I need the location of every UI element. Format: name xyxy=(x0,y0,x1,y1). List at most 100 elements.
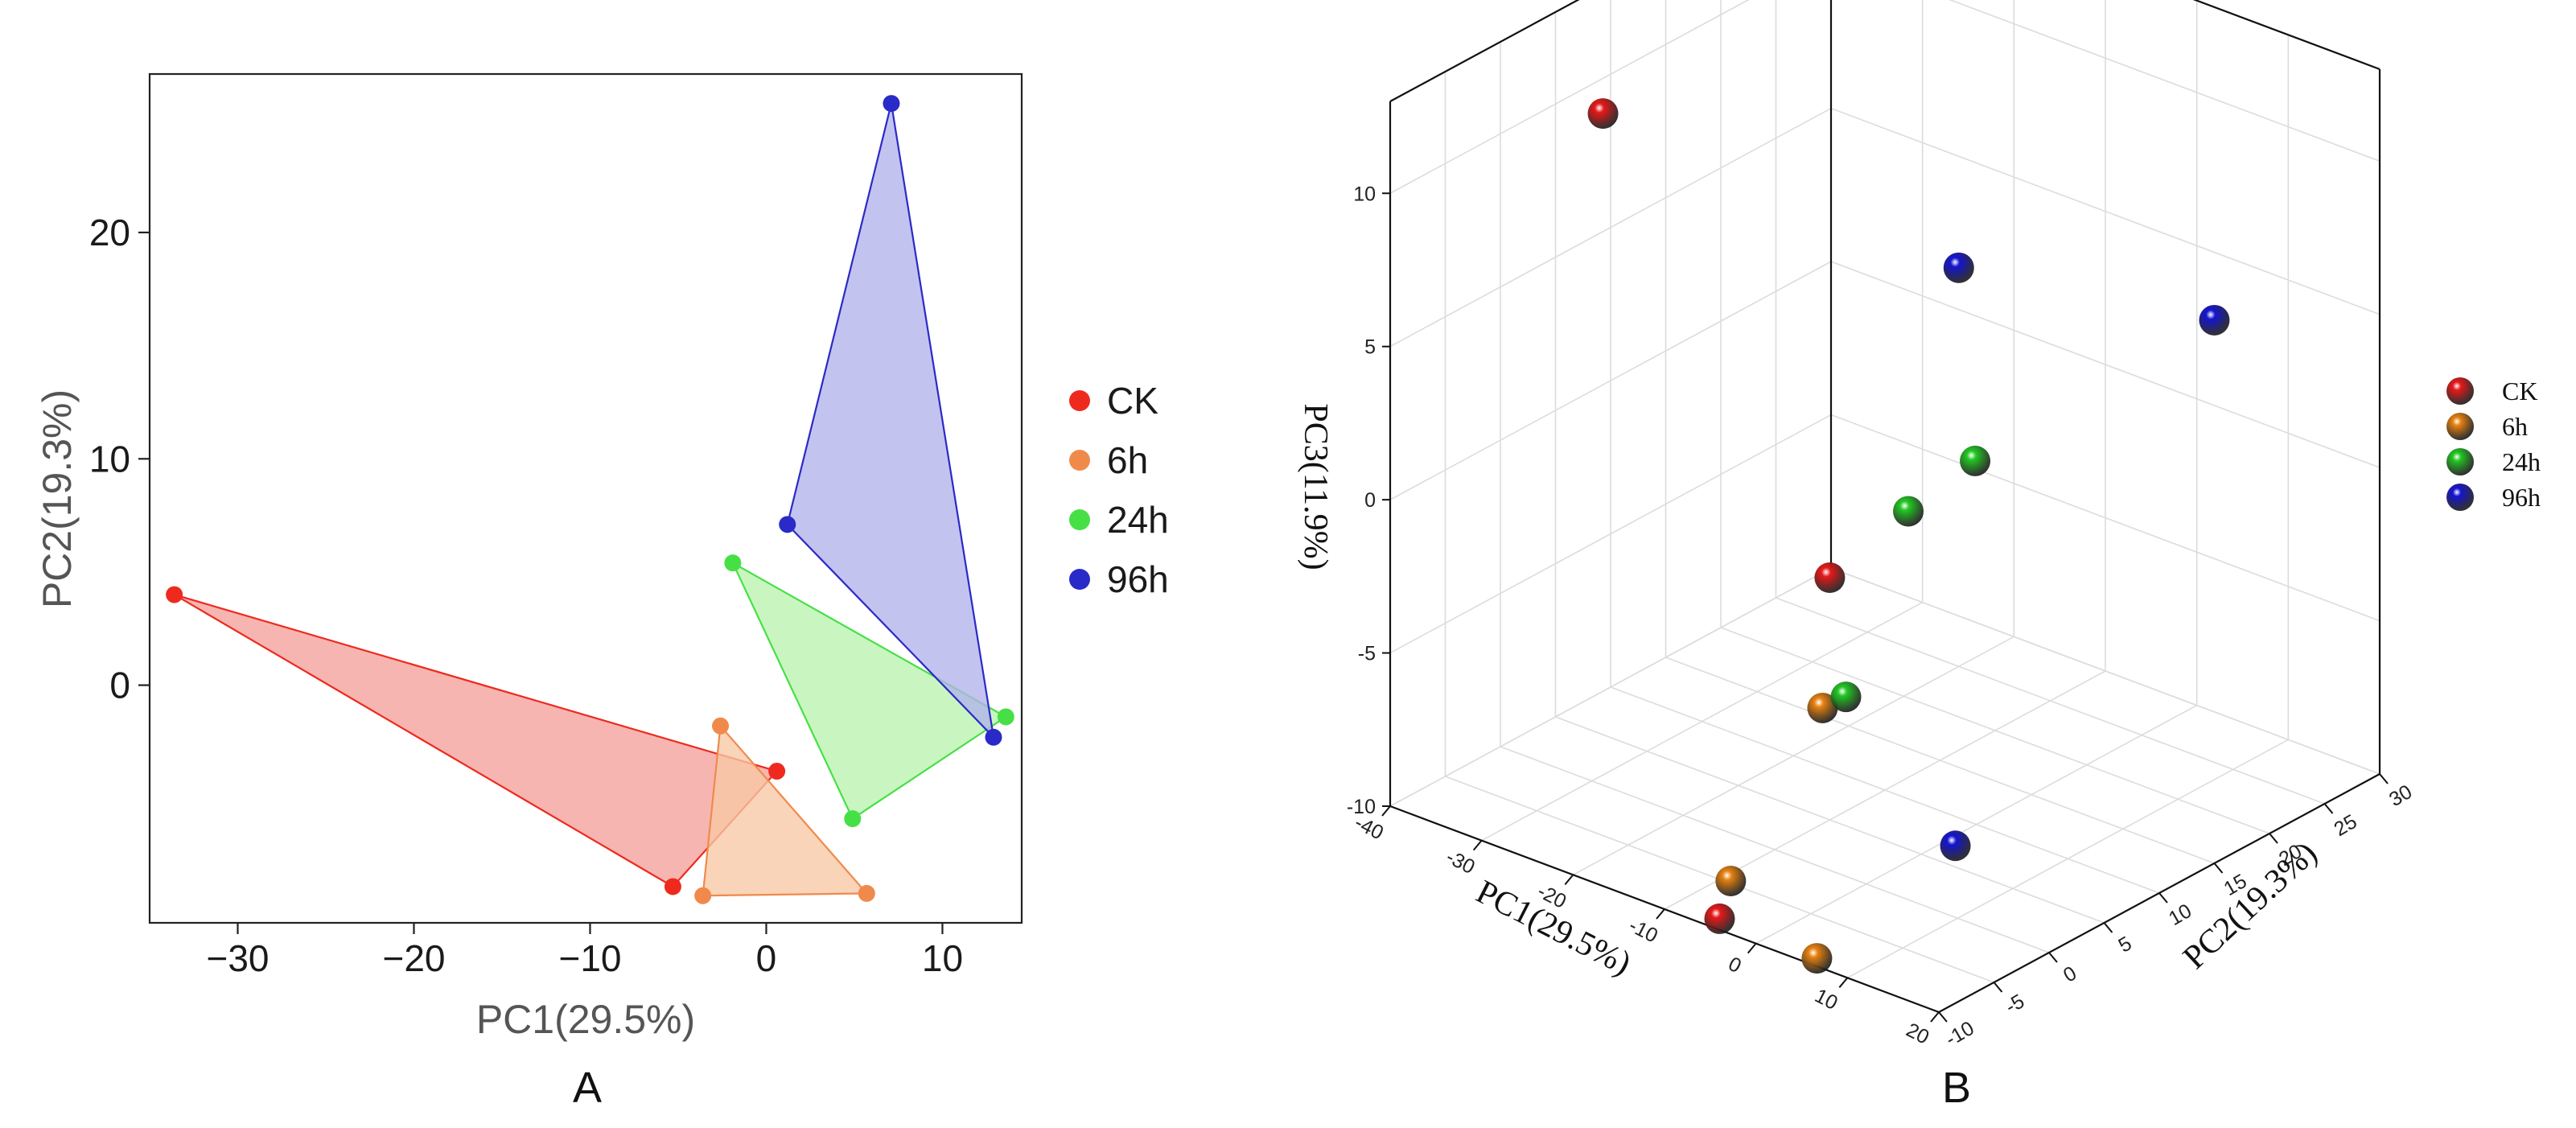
sphere-24h-2 xyxy=(1960,445,1991,476)
legend-label-ck: CK xyxy=(1107,380,1158,422)
legend-label-96h: 96h xyxy=(2502,483,2541,512)
y-axis-label: PC2(19.3%) xyxy=(35,389,80,608)
back-wall-gridline xyxy=(1830,261,2381,468)
back-wall-gridline xyxy=(1830,107,2381,315)
legend-marker-24h xyxy=(2446,448,2474,475)
floor-gridline xyxy=(1776,597,2325,805)
floor-gridline xyxy=(1665,657,2215,864)
floor-gridline xyxy=(1610,686,2160,894)
pc2-tick-mark xyxy=(2103,922,2113,933)
pc1-tick-label: 10 xyxy=(1811,984,1841,1015)
data-points xyxy=(166,95,1014,904)
top-edge xyxy=(2192,0,2381,71)
pc3-tick-label: 0 xyxy=(1364,489,1376,512)
back-wall-gridline xyxy=(1830,567,2381,775)
side-wall-gridline xyxy=(1389,107,1832,348)
sphere-24h-1 xyxy=(1893,496,1924,527)
legend-label-24h: 24h xyxy=(1107,499,1169,541)
panel-label-b: B xyxy=(1942,1064,1971,1112)
pc2-tick-mark xyxy=(2048,952,2058,963)
point-ck-1 xyxy=(166,586,183,603)
y-axis-ticks: 0 10 20 xyxy=(89,212,150,706)
y-tick-label: 10 xyxy=(89,438,130,480)
pc2-axis-label: PC2(19.3%) xyxy=(2176,834,2324,976)
point-6h-2 xyxy=(858,884,875,902)
hull-6h xyxy=(702,723,869,897)
legend-marker-ck xyxy=(2446,377,2474,405)
legend-label-6h: 6h xyxy=(1107,439,1148,481)
pc3-tick-label: -5 xyxy=(1358,643,1376,665)
pc2-tick-mark xyxy=(1938,1011,1948,1023)
legend-label-ck: CK xyxy=(2502,377,2537,406)
y-tick-label: 20 xyxy=(89,212,130,253)
pc1-tick-label: -10 xyxy=(1625,914,1661,947)
pc2-tick-mark xyxy=(2379,773,2389,784)
point-6h-3 xyxy=(694,887,712,904)
sphere-6h-3 xyxy=(1801,943,1833,974)
y-tick-label: 0 xyxy=(109,665,130,706)
pca-2d-chart: −30 −20 −10 0 10 0 10 20 PC1(29.5%) PC2(19.3%)… xyxy=(35,72,1169,1112)
pc3-tick-label: -10 xyxy=(1347,796,1376,818)
legend-marker-24h xyxy=(1069,509,1090,530)
back-wall-gridline xyxy=(1948,0,2381,163)
point-96h-1 xyxy=(883,95,900,113)
group-hulls xyxy=(174,103,1008,897)
floor-gridline xyxy=(1555,716,2105,924)
x-tick-label: −30 xyxy=(206,937,269,979)
sphere-6h-1 xyxy=(1807,692,1838,723)
legend: CK 6h 24h 96h xyxy=(1069,380,1169,600)
legend-marker-6h xyxy=(2446,413,2474,440)
legend: CK 6h 24h 96h xyxy=(2446,377,2541,512)
pc2-tick-label: 5 xyxy=(2114,932,2135,957)
legend-marker-96h xyxy=(2446,484,2474,511)
3d-grid xyxy=(1389,0,2381,1013)
floor-gridline xyxy=(1720,627,2270,834)
pc3-axis-ticks: -10 -5 0 5 10 xyxy=(1347,183,1390,818)
legend-label-96h: 96h xyxy=(1107,558,1169,600)
pc2-tick-mark xyxy=(2323,803,2334,814)
pc1-tick-mark xyxy=(1381,805,1391,817)
point-ck-2 xyxy=(768,763,786,780)
point-96h-3 xyxy=(779,516,796,533)
legend-label-24h: 24h xyxy=(2502,447,2541,476)
pc1-tick-mark xyxy=(1747,943,1757,954)
pc2-tick-label: -10 xyxy=(1941,1017,1977,1051)
x-tick-label: −20 xyxy=(382,937,445,979)
pc2-tick-mark xyxy=(2158,892,2168,904)
legend-label-6h: 6h xyxy=(2502,412,2528,441)
point-ck-3 xyxy=(664,878,681,895)
point-24h-2 xyxy=(997,708,1014,726)
pc1-tick-label: 0 xyxy=(1725,953,1745,978)
x-tick-label: −10 xyxy=(558,937,621,979)
side-wall-gridline xyxy=(1389,0,1750,194)
pc1-tick-label: 20 xyxy=(1903,1019,1932,1049)
sphere-96h-2 xyxy=(1943,252,1974,283)
x-tick-label: 0 xyxy=(756,937,777,979)
pc1-tick-mark xyxy=(1838,977,1849,988)
point-24h-3 xyxy=(844,810,862,828)
hull-96h xyxy=(786,103,995,740)
top-edge xyxy=(1389,0,1580,102)
side-wall-gridline xyxy=(1389,414,1832,654)
panel-label-a: A xyxy=(573,1064,602,1112)
sphere-96h-3 xyxy=(1940,830,1971,862)
side-wall-gridline xyxy=(1389,567,1832,807)
pc2-tick-label: -5 xyxy=(2002,990,2028,1018)
pc3-axis-label: PC3(11.9%) xyxy=(1297,403,1334,570)
side-wall-gridline xyxy=(1389,261,1832,500)
pc2-tick-mark xyxy=(2213,862,2224,874)
legend-marker-6h xyxy=(1069,450,1090,471)
x-tick-label: 10 xyxy=(922,937,963,979)
point-24h-1 xyxy=(724,554,742,572)
3d-axes-frame xyxy=(1389,0,2381,1014)
floor-gridline xyxy=(1500,746,2050,953)
pc3-tick-label: 5 xyxy=(1364,336,1376,359)
pc2-tick-mark xyxy=(1993,982,2003,993)
pc2-tick-label: 25 xyxy=(2330,810,2360,841)
sphere-6h-2 xyxy=(1715,865,1747,896)
x-axis-label: PC1(29.5%) xyxy=(476,997,695,1042)
